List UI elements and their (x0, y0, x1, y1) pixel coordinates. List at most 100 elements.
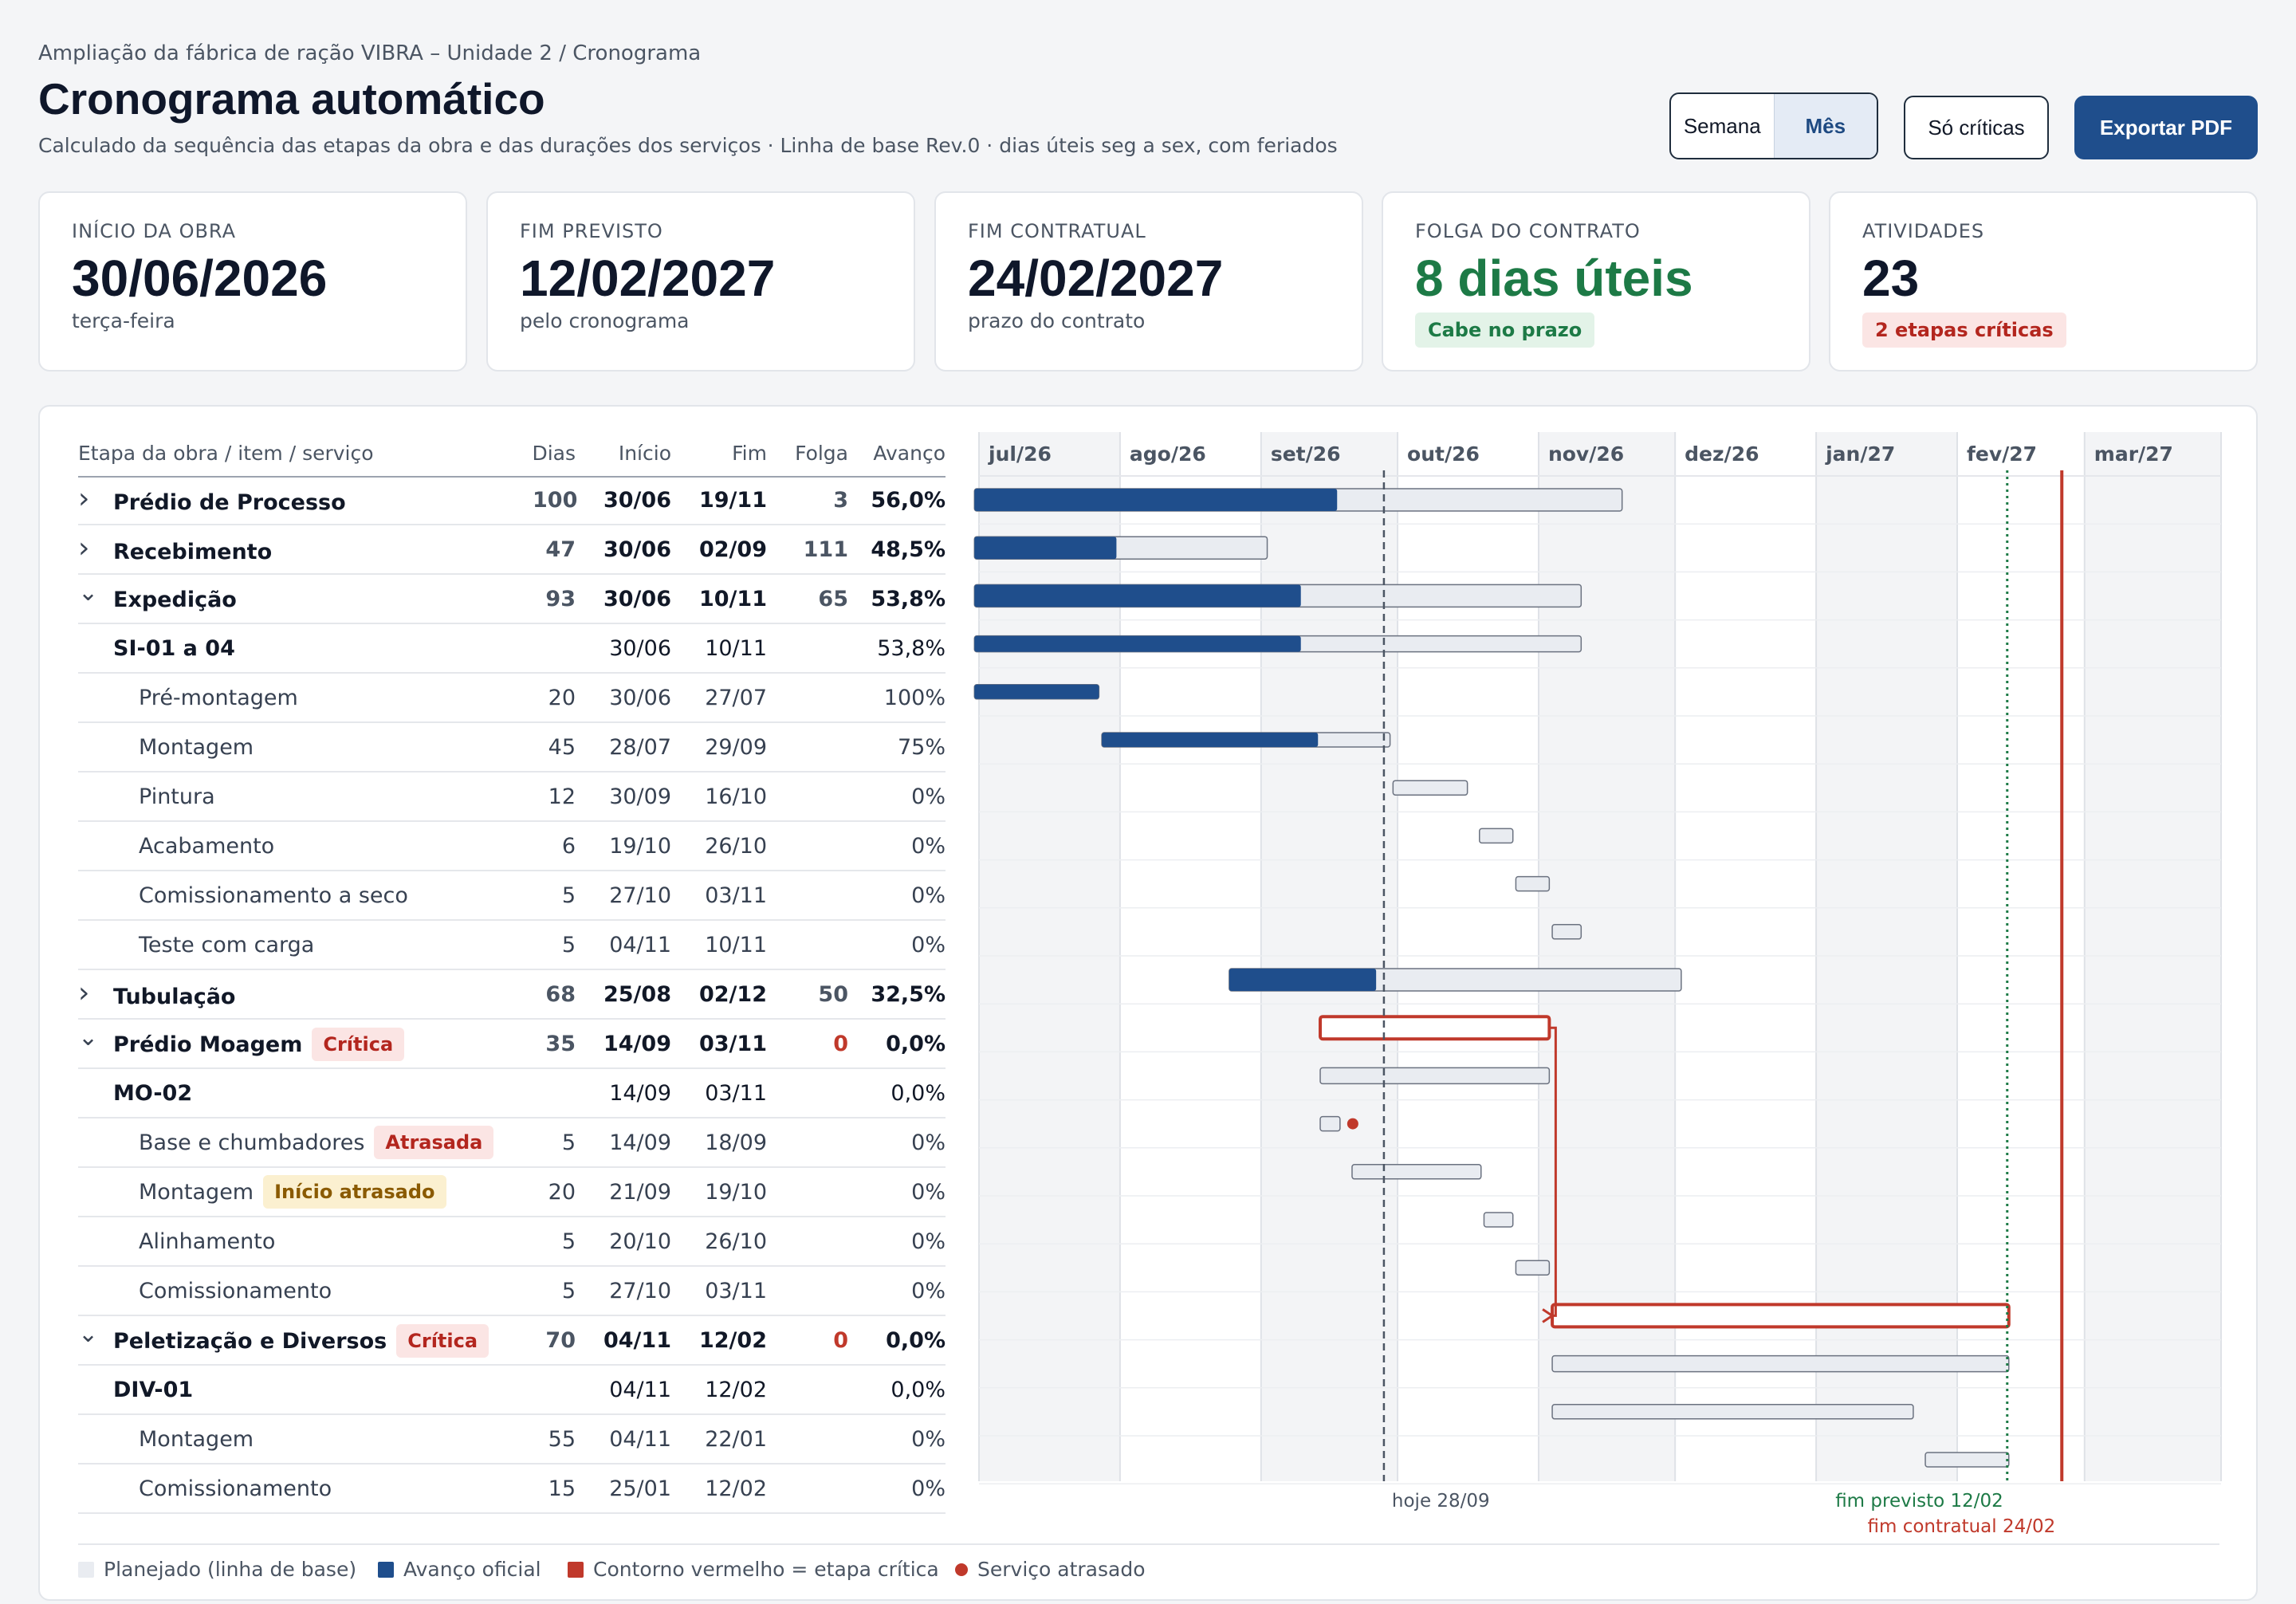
row-slack (780, 1217, 848, 1267)
chevron-down-icon[interactable]: ⌄ (78, 1024, 99, 1052)
row-slack: 0 (833, 1328, 848, 1353)
row-name: Comissionamento (78, 1464, 332, 1514)
export-pdf-button[interactable]: Exportar PDF (2074, 96, 2258, 159)
view-month-button[interactable]: Mês (1773, 94, 1877, 158)
table-row[interactable]: ⌄ Peletização e Diversos Crítica 70 04/11 12/… (78, 1316, 946, 1366)
row-name: ⌄ Peletização e Diversos Crítica (78, 1316, 489, 1366)
col-header-name[interactable]: Etapa da obra / item / serviço (78, 442, 374, 465)
row-start: 30/09 (609, 784, 671, 809)
row-start: 19/10 (609, 834, 671, 859)
row-slack (780, 773, 848, 822)
row-slack: 111 (803, 537, 848, 562)
row-end: 02/12 (698, 982, 767, 1007)
row-label: Base e chumbadores (139, 1130, 365, 1155)
col-header-dias[interactable]: Dias (532, 442, 576, 465)
chevron-right-icon[interactable]: › (78, 482, 90, 515)
row-label: Expedição (113, 588, 237, 612)
table-row: Base e chumbadores Atrasada 5 14/09 18/09 0% (78, 1118, 946, 1168)
row-days: 20 (548, 686, 576, 710)
legend-label: Contorno vermelho = etapa crítica (593, 1558, 939, 1581)
row-label: Prédio de Processo (113, 490, 346, 515)
row-slack (780, 674, 848, 723)
row-start: 25/08 (603, 982, 671, 1007)
view-week-button[interactable]: Semana (1683, 113, 1761, 138)
row-progress: 0,0% (886, 1032, 946, 1056)
chevron-right-icon[interactable]: › (78, 977, 90, 1009)
row-name: › Recebimento (78, 525, 272, 575)
col-header-fim[interactable]: Fim (732, 442, 767, 465)
critical-only-button[interactable]: Só críticas (1904, 96, 2049, 159)
col-header-folga[interactable]: Folga (795, 442, 848, 465)
row-start: 04/11 (609, 933, 671, 957)
row-days: 55 (548, 1427, 576, 1452)
row-name: DIV-01 (78, 1366, 193, 1415)
legend-swatch (378, 1561, 394, 1578)
row-progress: 0,0% (890, 1378, 946, 1402)
row-start: 28/07 (609, 735, 671, 760)
row-progress: 0% (911, 883, 946, 908)
status-badge: Crítica (396, 1323, 489, 1358)
row-name: ⌄ Prédio Moagem Crítica (78, 1020, 405, 1069)
row-slack (780, 1415, 848, 1464)
row-label: MO-02 (113, 1081, 193, 1106)
row-days: 100 (533, 488, 578, 513)
row-end: 29/09 (705, 735, 767, 760)
row-label: Prédio Moagem (113, 1032, 303, 1057)
card-value: 12/02/2027 (520, 250, 776, 307)
legend-late: Serviço atrasado (955, 1558, 1146, 1581)
row-days: 68 (545, 982, 576, 1007)
row-progress: 0% (911, 1279, 946, 1303)
breadcrumb[interactable]: Ampliação da fábrica de ração VIBRA – Un… (38, 41, 702, 65)
row-end: 27/07 (705, 686, 767, 710)
status-badge: Início atrasado (263, 1174, 446, 1209)
row-days: 6 (561, 834, 576, 859)
row-progress: 53,8% (877, 636, 946, 661)
table-row[interactable]: › Recebimento 47 30/06 02/09 111 48,5% (78, 525, 946, 575)
row-name: Base e chumbadores Atrasada (78, 1118, 494, 1168)
row-slack (780, 1118, 848, 1168)
header-divider (78, 476, 946, 478)
row-end: 12/02 (705, 1378, 767, 1402)
row-end: 10/11 (705, 636, 767, 661)
col-header-inicio[interactable]: Início (618, 442, 671, 465)
row-days: 70 (545, 1328, 576, 1353)
legend-divider (78, 1543, 2219, 1545)
row-progress: 0% (911, 784, 946, 809)
row-name: Teste com carga (78, 921, 314, 970)
legend-planned: Planejado (linha de base) (78, 1558, 356, 1581)
row-days (533, 1069, 576, 1118)
row-slack: 0 (833, 1032, 848, 1056)
row-progress: 0,0% (886, 1328, 946, 1353)
table-row: Montagem 55 04/11 22/01 0% (78, 1415, 946, 1464)
table-row: Comissionamento a seco 5 27/10 03/11 0% (78, 871, 946, 921)
row-end: 03/11 (705, 883, 767, 908)
table-row[interactable]: › Prédio de Processo 100 30/06 19/11 3 56,0% (78, 476, 946, 525)
row-end: 22/01 (705, 1427, 767, 1452)
table-row[interactable]: ⌄ Prédio Moagem Crítica 35 14/09 03/11 0 0,0% (78, 1020, 946, 1069)
legend-swatch (78, 1561, 94, 1578)
row-name: Pré-montagem (78, 674, 298, 723)
row-label: Pré-montagem (139, 686, 298, 710)
row-progress: 32,5% (871, 982, 946, 1007)
table-row[interactable]: › Tubulação 68 25/08 02/12 50 32,5% (78, 970, 946, 1020)
chevron-down-icon[interactable]: ⌄ (78, 579, 99, 607)
chevron-down-icon[interactable]: ⌄ (78, 1320, 99, 1348)
row-start: 30/06 (609, 636, 671, 661)
table-row: Montagem Início atrasado 20 21/09 19/10 0% (78, 1168, 946, 1217)
row-end: 10/11 (705, 933, 767, 957)
chevron-right-icon[interactable]: › (78, 532, 90, 564)
table-row[interactable]: ⌄ Expedição 93 30/06 10/11 65 53,8% (78, 575, 946, 624)
table-row: Comissionamento 5 27/10 03/11 0% (78, 1267, 946, 1316)
row-start: 04/11 (603, 1328, 671, 1353)
table-row: DIV-01 04/11 12/02 0,0% (78, 1366, 946, 1415)
row-start: 30/06 (603, 587, 671, 611)
row-progress: 0% (911, 1130, 946, 1155)
col-header-avanco[interactable]: Avanço (873, 442, 946, 465)
row-end: 26/10 (705, 1229, 767, 1254)
row-label: Montagem (139, 1180, 254, 1205)
status-badge: Crítica (312, 1027, 405, 1061)
legend-dot (955, 1563, 968, 1576)
row-label: Teste com carga (139, 933, 315, 957)
row-end: 12/02 (698, 1328, 767, 1353)
card-contract-end: FIM CONTRATUAL 24/02/2027 prazo do contr… (934, 191, 1363, 372)
